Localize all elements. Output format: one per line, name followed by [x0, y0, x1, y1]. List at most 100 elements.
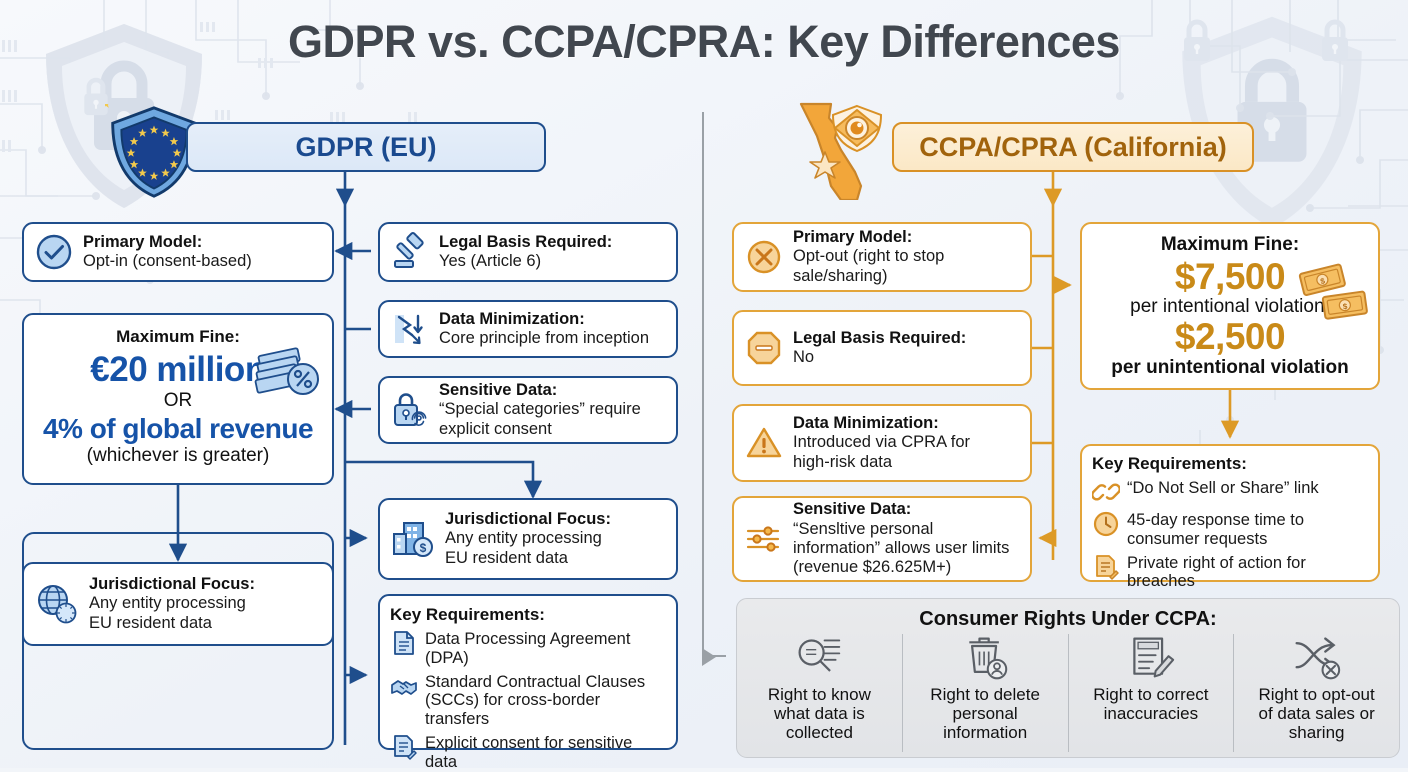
kr-item-label: Data Processing Agreement (DPA) [425, 630, 631, 667]
kr-item: “Do Not Sell or Share” link [1092, 478, 1368, 506]
consumer-right-label: Right to know what data is collected [768, 685, 871, 742]
share-off-icon [1295, 637, 1340, 680]
card-subtitle-line1: Introduced via CPRA for [793, 433, 971, 452]
gdpr-card-jurisdiction-left: Jurisdictional Focus: Any entity process… [22, 562, 334, 646]
kr-item-label: “Do Not Sell or Share” link [1127, 479, 1319, 497]
page-title: GDPR vs. CCPA/CPRA: Key Differences [288, 16, 1120, 67]
card-subtitle-line2: EU resident data [445, 548, 568, 567]
gdpr-card-primary-model: Primary Model: Opt-in (consent-based) [22, 222, 334, 282]
gdpr-card-jurisdiction-right: $ Jurisdictional Focus: Any entity proce… [378, 498, 678, 580]
kr-item: Data Processing Agreement (DPA) [390, 629, 666, 668]
kr-line2: (SCCs) for cross-border transfers [425, 691, 601, 729]
kr-line1: 45-day response time to [1127, 511, 1305, 529]
card-title: Legal Basis Required: [439, 232, 613, 251]
kr-item: 45-day response time to consumer request… [1092, 510, 1368, 549]
building-dollar-icon: $ [393, 522, 433, 557]
ccpa-key-requirements-box: Key Requirements: “Do Not Sell or Share”… [1080, 444, 1380, 590]
card-title: Data Minimization: [439, 309, 585, 328]
link-icon [1092, 483, 1120, 501]
line3: information [943, 723, 1028, 743]
gdpr-card-data-minimization: Data Minimization: Core principle from i… [378, 300, 678, 358]
card-subtitle-line1: Any entity processing [89, 594, 246, 613]
line2: personal [952, 704, 1018, 724]
gdpr-max-fine-box: Maximum Fine: €20 million OR 4% of globa [22, 313, 334, 485]
kr-item-label: 45-day response time to consumer request… [1127, 510, 1304, 549]
trash-user-icon [969, 637, 1008, 680]
document-icon [394, 631, 414, 655]
consumer-right-item: Right to know what data is collected [737, 634, 902, 752]
card-title: Sensitive Data: [439, 380, 558, 399]
card-subtitle-line1: Any entity processing [445, 529, 602, 548]
lock-fingerprint-icon [394, 393, 427, 426]
card-subtitle-line2: sale/sharing) [793, 266, 888, 285]
kr-title: Key Requirements: [1092, 454, 1247, 473]
ccpa-card-primary-model: Primary Model: Opt-out (right to stop sa… [732, 222, 1032, 292]
octagon-minus-icon [747, 331, 781, 365]
line3: collected [785, 723, 853, 743]
gdpr-max-fine-alt-amount: 4% of global revenue [42, 413, 314, 444]
card-subtitle: Yes (Article 6) [439, 252, 542, 270]
card-subtitle: No [793, 348, 815, 366]
card-subtitle-line1: Opt-out (right to stop [793, 247, 945, 266]
card-title: Data Minimization: [793, 413, 939, 432]
sliders-icon [746, 526, 780, 552]
card-subtitle: Opt-in (consent-based) [83, 252, 252, 270]
card-subtitle-line1: “Special categories” require [439, 400, 641, 419]
line2: inaccuracies [1103, 704, 1199, 724]
card-subtitle-line2: EU resident data [89, 613, 212, 632]
card-title: Primary Model: [83, 232, 203, 251]
line1: Right to know [767, 685, 871, 704]
card-subtitle-line1: “Sensltive personal [793, 519, 934, 538]
edit-document-icon [1133, 637, 1175, 678]
ccpa-max-fine-heading: Maximum Fine: [1160, 234, 1300, 255]
kr-item: Private right of action for breaches [1092, 553, 1368, 592]
consumer-right-label: Right to correct inaccuracies [1093, 685, 1208, 723]
ccpa-card-sensitive-data: Sensitive Data: “Sensltive personal info… [732, 496, 1032, 582]
card-subtitle-line2: information” allows user limits [793, 539, 1010, 557]
cash-percent-icon [254, 347, 319, 395]
panel-divider-arrow-icon [702, 648, 716, 666]
card-title: Legal Basis Required: [793, 328, 967, 347]
consumer-rights-panel: Consumer Rights Under CCPA: Right to kno… [736, 598, 1400, 758]
ccpa-max-fine-box: Maximum Fine: $7,500 $ $ per intentional… [1080, 222, 1380, 390]
line2: of data sales or [1258, 704, 1375, 724]
line1: Right to opt-out [1258, 685, 1375, 704]
card-subtitle-line2: explicit consent [439, 419, 552, 438]
handshake-icon [391, 679, 417, 695]
line3: sharing [1288, 723, 1345, 743]
card-title: Jurisdictional Focus: [89, 574, 255, 593]
panel-divider [702, 112, 704, 657]
consumer-right-item: Right to opt-out of data sales or sharin… [1233, 634, 1399, 752]
line2: what data is [774, 704, 865, 724]
consumer-rights-title: Consumer Rights Under CCPA: [919, 608, 1217, 630]
gdpr-header: GDPR (EU) [186, 122, 546, 172]
kr-item: Explicit consent for sensitive data [390, 733, 666, 772]
ccpa-card-data-minimization: Data Minimization: Introduced via CPRA f… [732, 404, 1032, 482]
kr-title: Key Requirements: [390, 605, 545, 624]
consumer-right-item: Right to delete personal information [901, 634, 1068, 752]
check-circle-icon [36, 234, 72, 270]
ccpa-max-fine-note2: per unintentional violation [1111, 357, 1349, 378]
kr-item-label: Private right of action for breaches [1127, 553, 1306, 591]
kr-line1: Standard Contractual Clauses [425, 672, 646, 691]
banknotes-icon: $ $ [1298, 263, 1368, 320]
kr-line2: consumer requests [1127, 529, 1268, 548]
card-title: Jurisdictional Focus: [445, 509, 611, 528]
x-circle-icon [747, 240, 781, 274]
gdpr-max-fine-note: (whichever is greater) [86, 445, 270, 466]
gdpr-key-requirements-box: Key Requirements: Data Processing Agreem… [378, 594, 678, 771]
minimize-data-icon [395, 314, 423, 345]
card-title: Primary Model: [793, 227, 913, 246]
ccpa-card-legal-basis: Legal Basis Required: No [732, 310, 1032, 386]
ccpa-header: CCPA/CPRA (California) [892, 122, 1254, 172]
legal-document-icon [1096, 554, 1119, 580]
gdpr-max-fine-heading: Maximum Fine: [116, 327, 240, 346]
line1: Right to correct [1093, 685, 1209, 704]
kr-item-label: Explicit consent for sensitive data [425, 733, 633, 771]
consumer-right-label: Right to delete personal information [930, 685, 1040, 742]
gdpr-header-label: GDPR (EU) [295, 131, 437, 162]
kr-item-label: Standard Contractual Clauses (SCCs) for … [425, 672, 666, 729]
gdpr-card-legal-basis: Legal Basis Required: Yes (Article 6) [378, 222, 678, 282]
ccpa-header-label: CCPA/CPRA (California) [919, 131, 1227, 162]
consumer-right-item: Right to correct inaccuracies [1067, 634, 1234, 752]
